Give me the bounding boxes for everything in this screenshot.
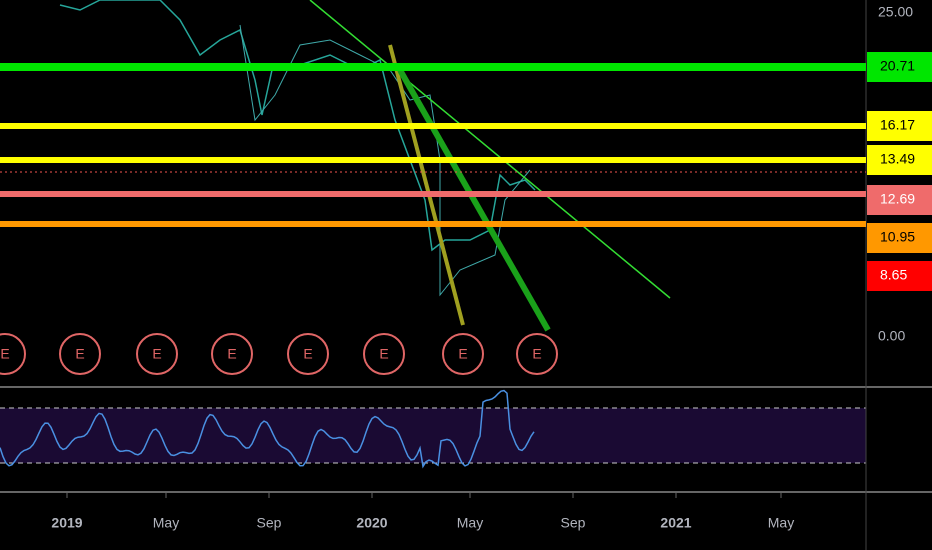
rsi-line <box>0 389 535 469</box>
time-label: May <box>457 515 483 531</box>
price-tick: 0.00 <box>878 328 905 344</box>
trend-line <box>397 68 551 332</box>
price-label: 10.95 <box>880 229 915 245</box>
time-label: 2021 <box>660 515 691 531</box>
price-label-bg <box>867 145 932 175</box>
bollinger-band <box>239 24 531 297</box>
price-label-bg <box>867 185 932 215</box>
earnings-label: E <box>379 346 388 362</box>
price-label-bg <box>867 223 932 253</box>
rsi-band <box>0 408 866 463</box>
price-label-bg <box>867 261 932 291</box>
trend-line <box>388 44 465 326</box>
price-line <box>59 0 536 252</box>
earnings-marker <box>363 333 405 375</box>
price-tick: 25.00 <box>878 4 913 20</box>
earnings-marker <box>59 333 101 375</box>
time-label: 2019 <box>51 515 82 531</box>
price-label: 20.71 <box>880 58 915 74</box>
earnings-label: E <box>75 346 84 362</box>
earnings-label: E <box>227 346 236 362</box>
earnings-marker <box>287 333 329 375</box>
earnings-label: E <box>303 346 312 362</box>
earnings-marker <box>442 333 484 375</box>
earnings-marker <box>0 333 26 375</box>
time-label: Sep <box>561 515 586 531</box>
price-label: 12.69 <box>880 191 915 207</box>
time-label: 2020 <box>356 515 387 531</box>
earnings-label: E <box>0 346 9 362</box>
price-label: 16.17 <box>880 117 915 133</box>
trend-line <box>309 0 671 299</box>
earnings-label: E <box>532 346 541 362</box>
earnings-marker <box>211 333 253 375</box>
time-label: Sep <box>257 515 282 531</box>
time-label: May <box>153 515 179 531</box>
earnings-label: E <box>152 346 161 362</box>
price-label-bg <box>867 111 932 141</box>
price-label: 8.65 <box>880 267 907 283</box>
time-label: May <box>768 515 794 531</box>
earnings-marker <box>136 333 178 375</box>
price-label: 13.49 <box>880 151 915 167</box>
earnings-marker <box>516 333 558 375</box>
earnings-label: E <box>458 346 467 362</box>
price-label-bg <box>867 52 932 82</box>
